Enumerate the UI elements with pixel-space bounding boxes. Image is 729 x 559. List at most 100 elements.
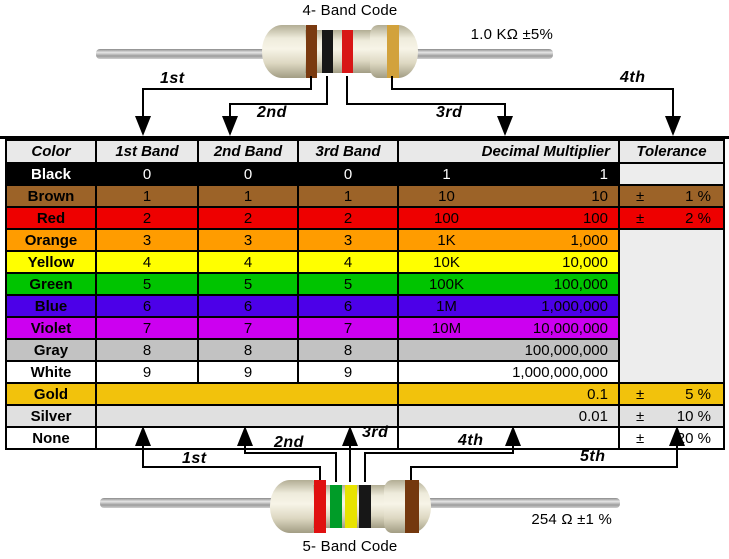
header-3rd-band: 3rd Band [297, 139, 399, 164]
header-1st-band: 1st Band [95, 139, 199, 164]
table-row-violet: Violet 7 7 7 10M 10,000,000 [5, 316, 724, 340]
band3-cell: 9 [297, 360, 399, 384]
multiplier-value: 1,000 [570, 231, 608, 249]
black-band-icon [322, 30, 333, 73]
table-row-brown: Brown 1 1 1 10 10 ±1 % [5, 184, 725, 208]
arrowhead-up-icon [505, 426, 521, 446]
top-resistor-body-left [262, 25, 312, 78]
band1-cell: 7 [95, 316, 199, 340]
multiplier-cell: 1K 1,000 [397, 228, 620, 252]
table-row-gray: Gray 8 8 8 100,000,000 [5, 338, 724, 362]
band3-cell: 5 [297, 272, 399, 296]
top-arrow-label-4th: 4th [620, 69, 646, 86]
multiplier-abbrev: 10M [431, 319, 462, 337]
table-row-blue: Blue 6 6 6 1M 1,000,000 [5, 294, 724, 318]
band3-cell: 3 [297, 228, 399, 252]
red-band-icon [314, 480, 326, 533]
color-name-cell: None [5, 426, 97, 450]
multiplier-value: 1,000,000 [541, 297, 608, 315]
tolerance-value: 10 % [676, 407, 711, 425]
header-color: Color [5, 139, 97, 164]
color-code-table: Color 1st Band 2nd Band 3rd Band Decimal… [5, 139, 725, 450]
tolerance-value: 5 % [685, 385, 711, 403]
top-resistor-value: 1.0 KΩ ±5% [470, 26, 553, 43]
color-name-cell: Green [5, 272, 97, 296]
gold-band-icon [387, 25, 399, 78]
arrowhead-down-icon [135, 116, 151, 136]
multiplier-abbrev: 10K [433, 253, 460, 271]
band2-cell: 0 [197, 162, 299, 186]
band3-cell: 6 [297, 294, 399, 318]
color-name-cell: Violet [5, 316, 97, 340]
multiplier-value: 0.1 [587, 385, 608, 403]
tolerance-sign: ± [636, 407, 645, 425]
brown-band-icon [405, 480, 419, 533]
multiplier-cell: 100 100 [397, 206, 620, 230]
tolerance-empty-merged-cell [618, 228, 725, 384]
black-band-icon [359, 485, 371, 528]
tolerance-sign: ± [636, 385, 645, 403]
four-band-title: 4- Band Code [302, 2, 398, 19]
band2-cell: 8 [197, 338, 299, 362]
color-name-cell: Gold [5, 382, 97, 406]
band2-cell: 4 [197, 250, 299, 274]
bottom-arrow-label-3rd: 3rd [362, 424, 389, 441]
arrowhead-down-icon [665, 116, 681, 136]
multiplier-value: 100,000,000 [524, 341, 608, 359]
multiplier-value: 1 [599, 165, 608, 183]
band3-cell: 0 [297, 162, 399, 186]
tolerance-value: 1 % [685, 187, 711, 205]
top-arrow-label-2nd: 2nd [257, 104, 287, 121]
band1-cell: 5 [95, 272, 199, 296]
yellow-band-icon [345, 485, 357, 528]
multiplier-cell: 10M 10,000,000 [397, 316, 620, 340]
multiplier-value: 10,000 [562, 253, 608, 271]
top-arrow-label-3rd: 3rd [436, 104, 463, 121]
color-name-cell: Red [5, 206, 97, 230]
bottom-arrow-label-5th: 5th [580, 448, 606, 465]
table-row-red: Red 2 2 2 100 100 ±2 % [5, 206, 725, 230]
table-row-white: White 9 9 9 1,000,000,000 [5, 360, 724, 384]
bands-merged-cell [95, 382, 399, 406]
band3-cell: 1 [297, 184, 399, 208]
tolerance-value: 2 % [685, 209, 711, 227]
tolerance-cell: ±2 % [618, 206, 725, 230]
band1-cell: 6 [95, 294, 199, 318]
brown-band-icon [306, 25, 317, 78]
color-name-cell: Black [5, 162, 97, 186]
band3-cell: 2 [297, 206, 399, 230]
red-band-icon [342, 30, 353, 73]
tolerance-cell [618, 162, 725, 186]
bottom-arrow-label-1st: 1st [182, 450, 207, 467]
band3-cell: 4 [297, 250, 399, 274]
table-row-yellow: Yellow 4 4 4 10K 10,000 [5, 250, 724, 274]
multiplier-value: 10 [591, 187, 608, 205]
multiplier-value: 100 [582, 209, 608, 227]
tolerance-sign: ± [636, 187, 645, 205]
arrowhead-up-icon [237, 426, 253, 446]
color-name-cell: Orange [5, 228, 97, 252]
arrowhead-up-icon [669, 426, 685, 446]
band2-cell: 3 [197, 228, 299, 252]
multiplier-cell: 100K 100,000 [397, 272, 620, 296]
multiplier-cell: 10 10 [397, 184, 620, 208]
multiplier-cell: 0.01 [397, 404, 620, 428]
color-name-cell: Brown [5, 184, 97, 208]
multiplier-cell: 100,000,000 [397, 338, 620, 362]
multiplier-cell: 1M 1,000,000 [397, 294, 620, 318]
header-tolerance: Tolerance [618, 139, 725, 164]
band2-cell: 7 [197, 316, 299, 340]
band2-cell: 2 [197, 206, 299, 230]
multiplier-value: 0.01 [578, 407, 608, 425]
top-arrow-label-1st: 1st [160, 70, 185, 87]
top-resistor-body-mid [305, 30, 377, 73]
multiplier-abbrev: 1M [436, 297, 457, 315]
green-band-icon [330, 485, 342, 528]
table-row-green: Green 5 5 5 100K 100,000 [5, 272, 724, 296]
multiplier-abbrev: 1 [442, 165, 451, 183]
band1-cell: 4 [95, 250, 199, 274]
bands-merged-cell [95, 404, 399, 428]
multiplier-cell: 1,000,000,000 [397, 360, 620, 384]
